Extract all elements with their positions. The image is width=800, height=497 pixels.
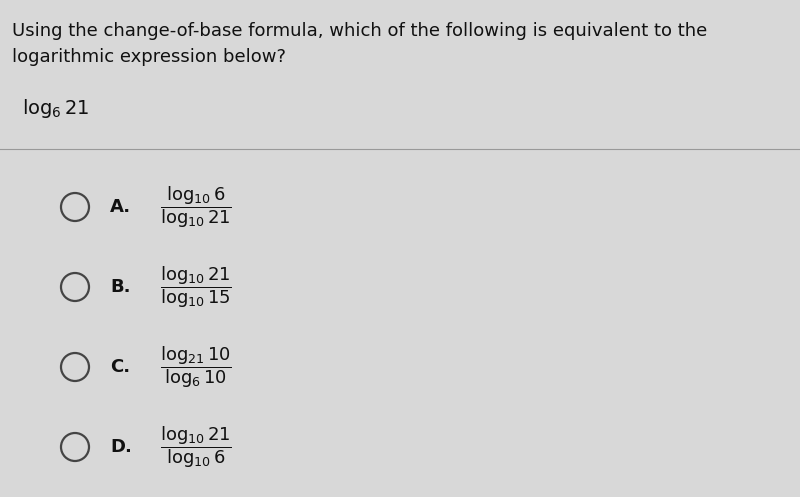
Text: $\dfrac{\log_{21} 10}{\log_6 10}$: $\dfrac{\log_{21} 10}{\log_6 10}$	[160, 344, 232, 390]
Text: C.: C.	[110, 358, 130, 376]
Text: B.: B.	[110, 278, 130, 296]
Text: Using the change-of-base formula, which of the following is equivalent to the
lo: Using the change-of-base formula, which …	[12, 22, 707, 67]
Text: $\dfrac{\log_{10} 6}{\log_{10} 21}$: $\dfrac{\log_{10} 6}{\log_{10} 21}$	[160, 184, 232, 230]
Text: A.: A.	[110, 198, 131, 216]
Text: $\log_6 21$: $\log_6 21$	[22, 97, 90, 120]
Text: D.: D.	[110, 438, 132, 456]
Text: $\dfrac{\log_{10} 21}{\log_{10} 6}$: $\dfrac{\log_{10} 21}{\log_{10} 6}$	[160, 424, 232, 470]
Text: $\dfrac{\log_{10} 21}{\log_{10} 15}$: $\dfrac{\log_{10} 21}{\log_{10} 15}$	[160, 264, 232, 310]
